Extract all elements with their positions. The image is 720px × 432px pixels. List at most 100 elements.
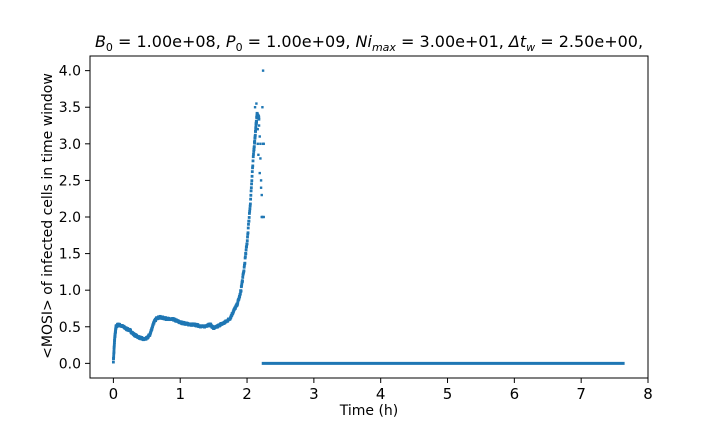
data-point: [243, 263, 246, 267]
data-point: [250, 179, 254, 183]
y-tick-label: 3.5: [59, 100, 81, 116]
data-point: [248, 202, 252, 206]
data-point: [259, 157, 262, 160]
x-tick-label: 3: [309, 385, 319, 403]
data-point: [250, 182, 253, 186]
data-point: [112, 347, 116, 351]
data-point: [251, 155, 255, 159]
data-point: [256, 142, 259, 146]
data-point: [238, 292, 242, 296]
data-point: [242, 269, 246, 273]
data-point: [246, 231, 250, 235]
data-point: [112, 342, 116, 346]
data-point: [112, 356, 115, 360]
data-point: [253, 136, 257, 140]
y-tick-label: 0.5: [59, 320, 81, 336]
data-point: [111, 360, 115, 364]
y-tick-label: 3.0: [59, 137, 81, 153]
x-tick-label: 6: [510, 385, 520, 403]
data-point: [261, 106, 264, 109]
axes-layer: [89, 55, 649, 379]
data-point: [245, 245, 248, 248]
title-b0-sub: 0: [106, 41, 113, 54]
data-point: [238, 295, 242, 299]
data-point: [255, 102, 258, 105]
data-point: [112, 355, 116, 359]
data-point: [259, 142, 262, 146]
data-point: [253, 141, 256, 145]
title-p0-sub: 0: [236, 41, 243, 54]
data-point: [262, 142, 265, 146]
title-ni-sub: max: [372, 41, 396, 54]
data-point: [257, 153, 260, 156]
y-tick-label: 0.0: [59, 356, 81, 372]
data-point: [257, 124, 261, 127]
data-point: [251, 164, 255, 168]
x-axis-label: Time (h): [339, 403, 399, 419]
data-point: [245, 239, 249, 243]
data-point: [247, 219, 251, 223]
data-point: [154, 319, 158, 323]
data-point: [257, 117, 261, 121]
x-tick-label: 5: [443, 385, 453, 403]
data-point: [250, 170, 254, 174]
data-point: [241, 279, 244, 283]
data-point: [152, 321, 156, 325]
y-tick-label: 1.5: [59, 247, 81, 263]
data-point: [251, 159, 255, 163]
data-point: [151, 325, 154, 329]
data-point: [251, 166, 254, 170]
title-ni-val: = 3.00e+01,: [396, 32, 509, 51]
plot-layer: [111, 69, 625, 365]
data-point: [249, 189, 253, 193]
title-p0: P: [226, 32, 236, 51]
title-b0-val: = 1.00e+08,: [113, 32, 226, 51]
data-point: [240, 284, 243, 288]
peak-scatter-points: [253, 69, 265, 219]
data-point: [258, 135, 261, 138]
data-point: [254, 122, 258, 125]
y-tick-label: 1.0: [59, 283, 81, 299]
data-point: [250, 174, 254, 178]
data-point: [261, 215, 264, 219]
data-point: [240, 282, 244, 286]
data-point: [258, 171, 261, 175]
data-point: [254, 127, 258, 131]
data-point: [243, 261, 247, 265]
data-point: [229, 316, 233, 320]
data-point: [113, 334, 117, 338]
data-point: [246, 232, 250, 236]
data-point: [112, 350, 116, 353]
data-point: [113, 338, 117, 342]
data-point: [252, 145, 256, 148]
data-point: [255, 120, 258, 123]
data-point: [248, 212, 251, 215]
data-point: [249, 197, 253, 201]
data-point: [253, 139, 257, 143]
data-point: [259, 186, 263, 189]
chart-title: B0 = 1.00e+08, P0 = 1.00e+09, Nimax = 3.…: [95, 32, 643, 54]
title-p0-val: = 1.00e+09,: [243, 32, 356, 51]
data-point: [244, 248, 248, 252]
data-point: [256, 127, 259, 131]
data-point: [244, 252, 248, 256]
title-dt-sub: w: [526, 41, 535, 54]
data-point: [248, 204, 252, 208]
x-tick-label: 8: [643, 385, 653, 403]
x-tick-label: 0: [109, 385, 119, 403]
data-point: [252, 150, 256, 153]
title-dt-val: = 2.50e+00,: [535, 32, 643, 51]
title-dt: Δt: [507, 32, 527, 51]
data-point: [246, 226, 250, 230]
y-axis-label: <MOSI> of infected cells in time window: [40, 73, 56, 359]
data-point: [236, 301, 240, 305]
data-point: [254, 125, 258, 129]
data-point: [252, 148, 256, 152]
title-ni: Ni: [356, 32, 373, 51]
x-tick-label: 2: [242, 385, 252, 403]
data-point: [243, 255, 247, 259]
data-point: [248, 207, 252, 211]
data-point: [114, 329, 117, 333]
